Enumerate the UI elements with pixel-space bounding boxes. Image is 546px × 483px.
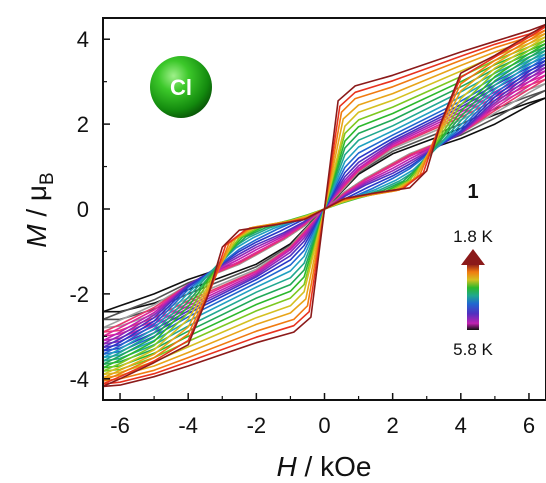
temperature-arrow: [461, 249, 485, 330]
chloride-ion-sphere: Cl: [150, 56, 212, 118]
series-line-2.4K-down: [103, 32, 546, 379]
series-line-1.8K-up: [103, 23, 546, 388]
x-axis: -6 -4 -2 0 2 4 6: [110, 393, 535, 438]
ion-label: Cl: [170, 75, 192, 100]
y-axis: -4 -2 0 2 4: [69, 27, 110, 392]
curve-layer: [103, 23, 546, 388]
temperature-high-label: 1.8 K: [453, 227, 493, 246]
x-tick-label: 0: [318, 413, 330, 438]
x-tick-label: 6: [523, 413, 535, 438]
x-tick-label: -4: [178, 413, 198, 438]
temperature-low-label: 5.8 K: [453, 340, 493, 359]
x-tick-label: 2: [387, 413, 399, 438]
series-line-2.4K-up: [103, 32, 546, 379]
y-tick-label: -4: [69, 367, 89, 392]
y-tick-label: -2: [69, 282, 89, 307]
y-tick-label: 0: [77, 197, 89, 222]
y-tick-label: 2: [77, 112, 89, 137]
x-tick-label: -2: [247, 413, 267, 438]
x-tick-label: 4: [455, 413, 467, 438]
y-tick-label: 4: [77, 27, 89, 52]
y-axis-label: M / μB: [21, 172, 58, 248]
x-tick-label: -6: [110, 413, 130, 438]
series-line-1.8K-down: [103, 23, 546, 388]
x-axis-label: H / kOe: [277, 451, 372, 482]
compound-label: 1: [467, 181, 478, 203]
